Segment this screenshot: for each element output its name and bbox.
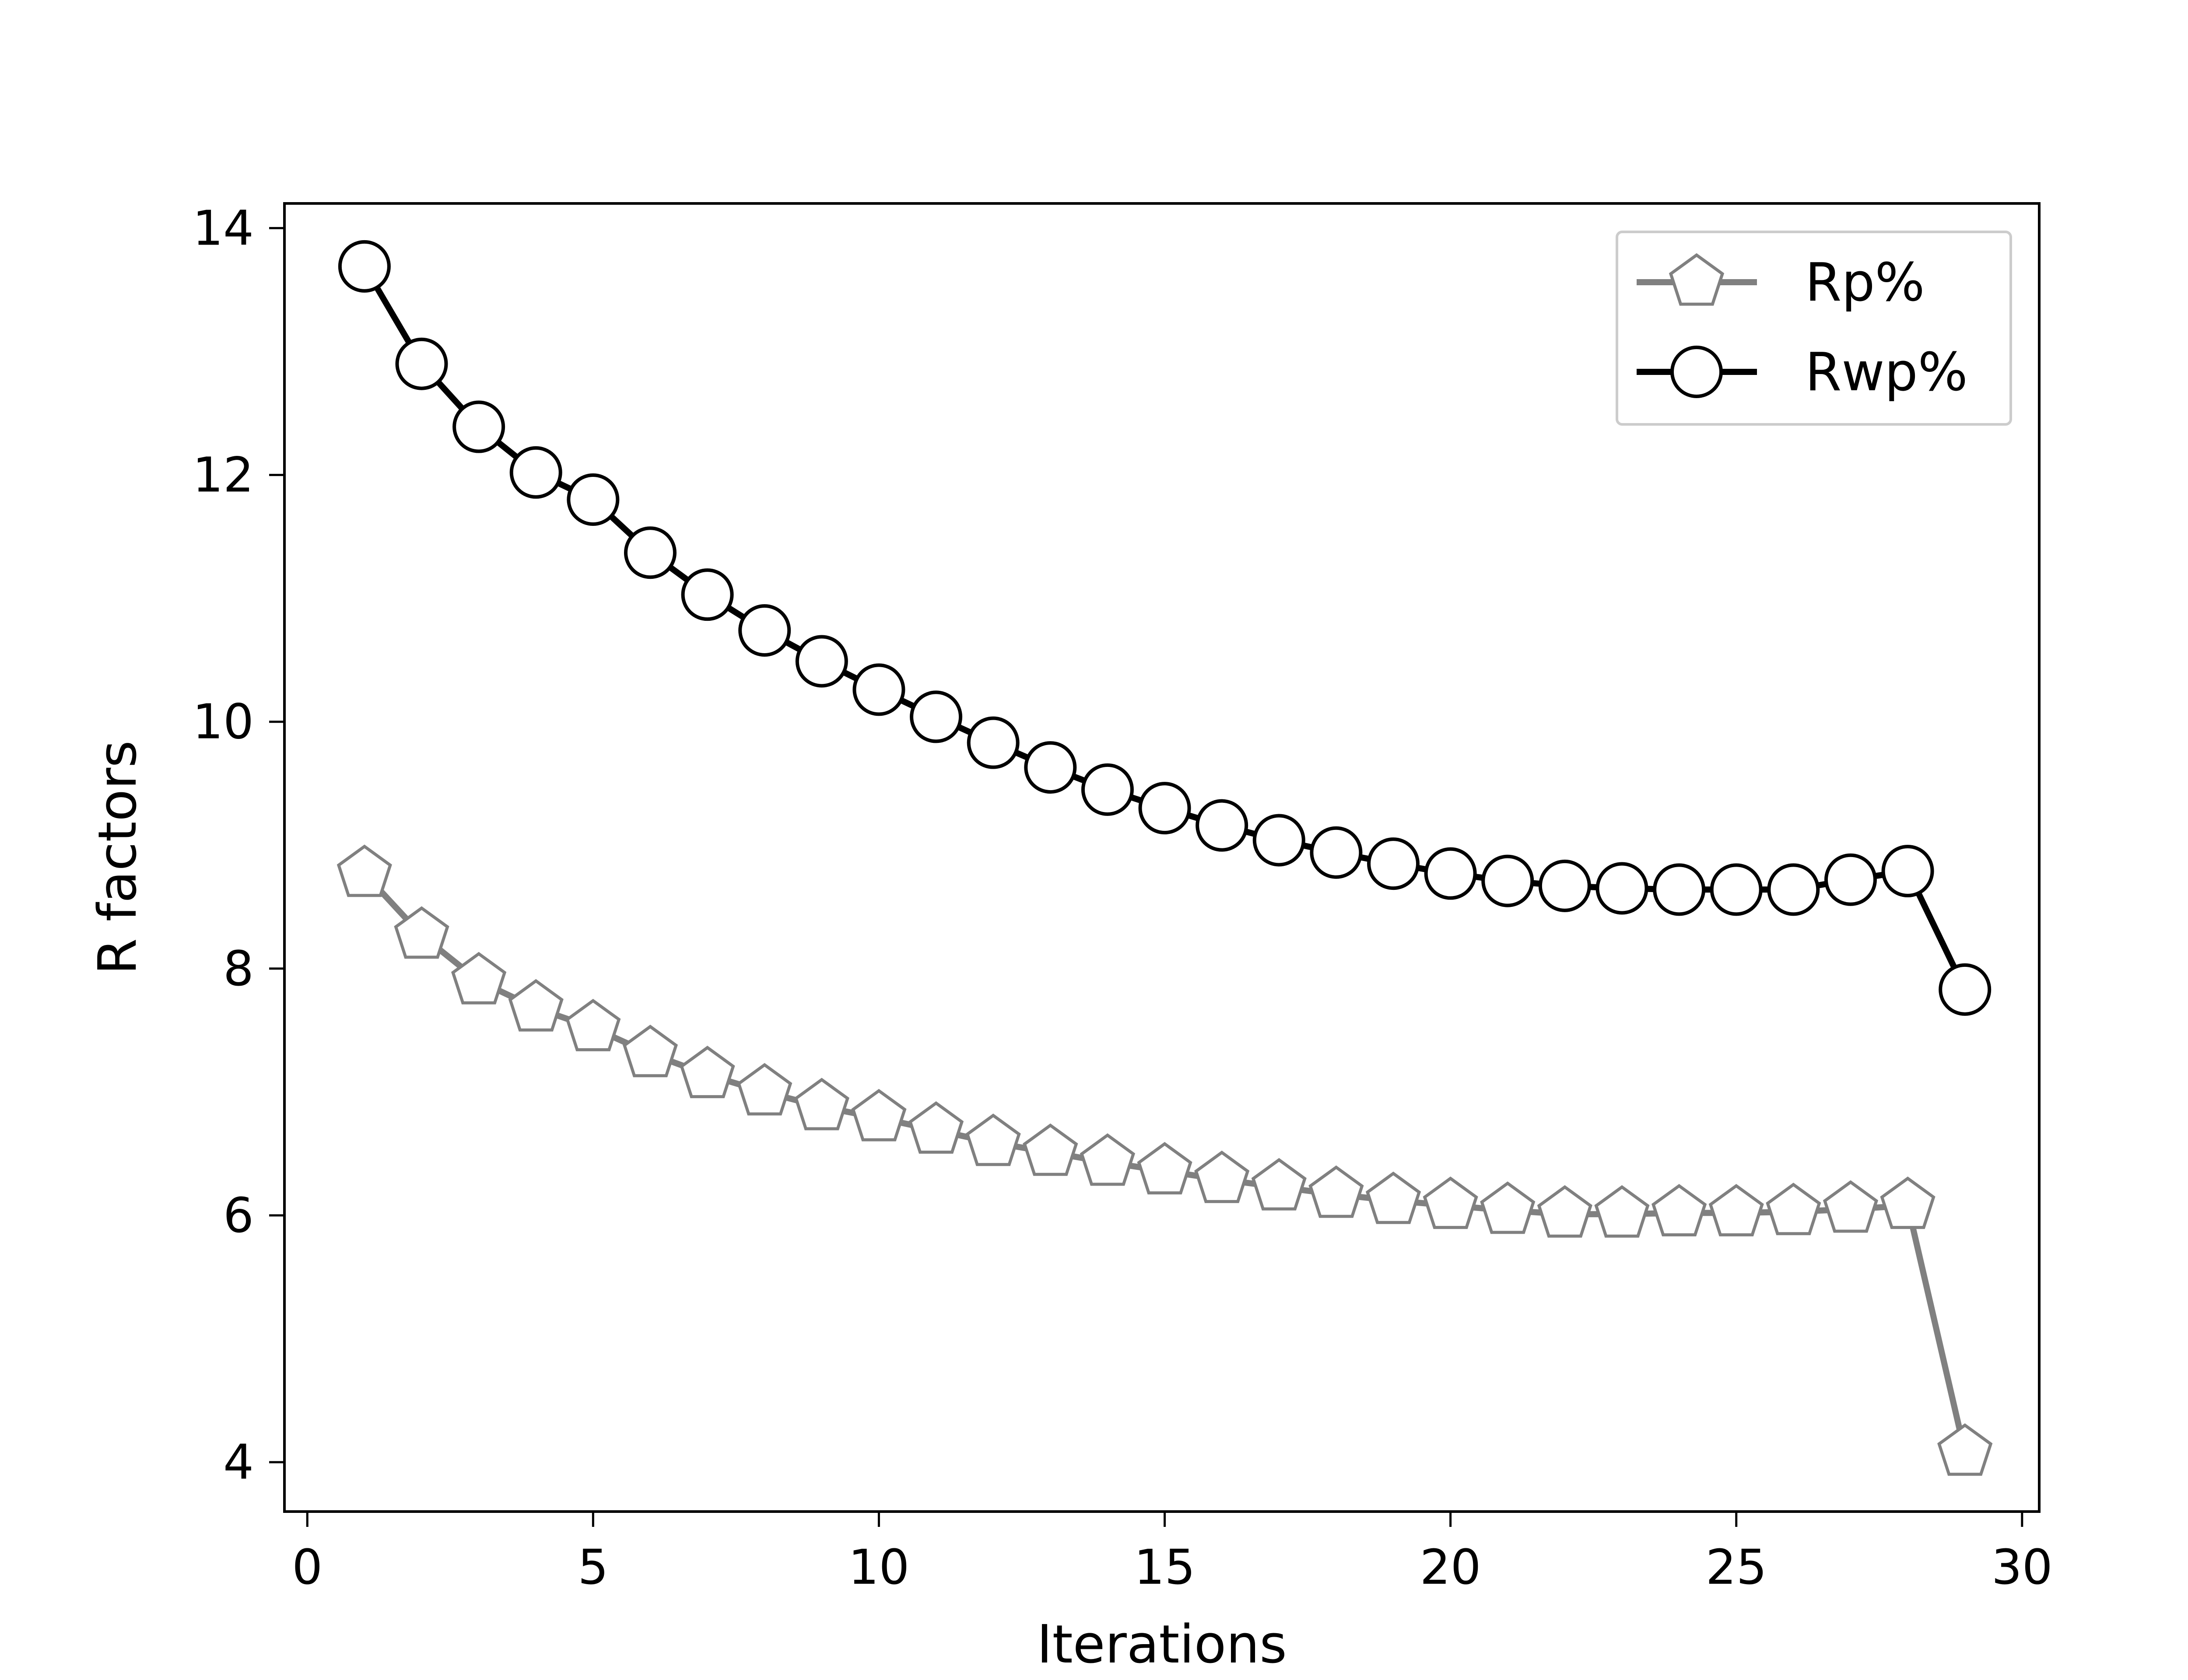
data-point	[737, 1063, 792, 1116]
data-point	[1367, 837, 1420, 890]
legend-entry: Rp%	[1637, 252, 1925, 313]
data-point	[1651, 1184, 1707, 1236]
data-point	[967, 716, 1020, 769]
data-point	[1481, 854, 1534, 907]
data-point	[1881, 845, 1934, 898]
y-tick-label: 10	[193, 694, 254, 750]
x-axis: 0 5 10 15 20 25 30	[292, 1512, 2053, 1595]
data-point	[1595, 862, 1648, 915]
y-axis-label: R factors	[88, 740, 148, 975]
data-point	[1023, 1123, 1078, 1176]
x-tick-label: 10	[848, 1539, 909, 1595]
data-point	[1710, 863, 1763, 916]
data-point	[1653, 863, 1706, 916]
data-point	[1594, 1185, 1650, 1238]
data-point	[908, 1101, 964, 1154]
data-point	[795, 635, 848, 688]
data-point	[1537, 1185, 1592, 1238]
data-point	[1138, 782, 1191, 835]
y-axis: 4 6 8 10 12 14	[193, 200, 284, 1490]
legend-pentagon-marker	[1669, 253, 1725, 306]
data-point	[1538, 859, 1591, 912]
data-point	[395, 337, 448, 390]
data-point	[681, 568, 734, 621]
data-point	[738, 604, 791, 657]
data-point	[622, 1025, 678, 1078]
data-point	[565, 998, 621, 1051]
data-point	[1080, 1133, 1136, 1186]
data-point	[567, 473, 620, 526]
data-point	[1939, 963, 1992, 1016]
y-tick-label: 12	[193, 447, 254, 503]
data-point	[1708, 1184, 1764, 1236]
data-point	[509, 446, 562, 499]
x-tick-label: 30	[1992, 1539, 2053, 1595]
data-point	[680, 1046, 735, 1099]
data-point	[1937, 1423, 1993, 1476]
data-point	[1823, 1180, 1879, 1233]
data-point	[1766, 1183, 1821, 1236]
x-tick-label: 0	[292, 1539, 323, 1595]
data-point	[1480, 1181, 1536, 1234]
data-point	[1196, 799, 1248, 852]
y-tick-label: 4	[223, 1434, 254, 1490]
data-point	[1767, 863, 1820, 916]
data-point	[1824, 853, 1877, 906]
data-point	[451, 952, 507, 1004]
legend-entry: Rwp%	[1637, 342, 1968, 403]
data-point	[1137, 1142, 1192, 1195]
data-point	[1310, 826, 1363, 879]
data-point	[852, 663, 905, 716]
data-point	[1081, 763, 1134, 816]
data-point	[1252, 814, 1305, 867]
legend-label: Rwp%	[1805, 342, 1968, 403]
series-rp	[337, 844, 1993, 1476]
x-tick-label: 5	[578, 1539, 608, 1595]
data-point	[1308, 1165, 1364, 1218]
legend-entries: Rp% Rwp%	[1637, 252, 1968, 403]
y-tick-label: 8	[223, 941, 254, 997]
data-point	[452, 400, 505, 453]
data-point	[794, 1078, 849, 1130]
legend: Rp% Rwp%	[1616, 231, 2012, 426]
series-layer	[337, 240, 1993, 1476]
x-axis-label: Iterations	[1037, 1614, 1287, 1675]
data-point	[851, 1088, 907, 1141]
legend-label: Rp%	[1805, 252, 1925, 313]
series-rwp	[338, 240, 1992, 1016]
data-point	[338, 240, 391, 293]
data-point	[1880, 1176, 1936, 1229]
y-tick-label: 6	[223, 1187, 254, 1243]
x-tick-label: 15	[1134, 1539, 1196, 1595]
x-tick-label: 20	[1420, 1539, 1481, 1595]
data-point	[337, 844, 392, 897]
data-point	[1251, 1158, 1307, 1211]
y-tick-label: 14	[193, 200, 254, 256]
plot-frame	[283, 202, 2041, 1513]
data-point	[1194, 1150, 1250, 1203]
legend-circle-marker	[1670, 346, 1723, 398]
data-point	[910, 690, 963, 743]
x-tick-label: 25	[1706, 1539, 1767, 1595]
data-point	[508, 979, 564, 1032]
data-point	[1365, 1171, 1421, 1224]
data-point	[394, 906, 449, 959]
data-point	[1423, 1176, 1478, 1229]
data-point	[624, 526, 677, 579]
data-point	[965, 1113, 1021, 1166]
data-point	[1424, 847, 1477, 900]
data-point	[1024, 741, 1077, 794]
